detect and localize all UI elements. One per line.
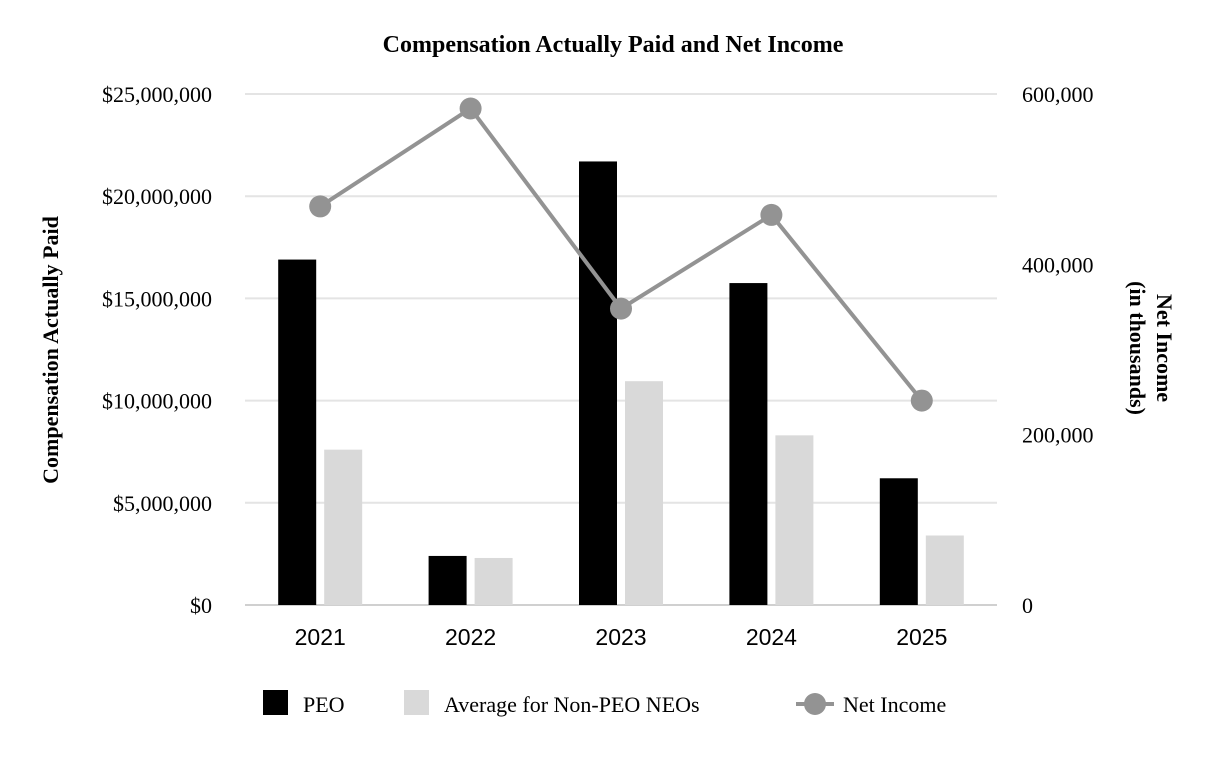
category-label: 2025 [896,624,947,650]
net-income-point-2023 [610,297,632,320]
left-tick-label: $10,000,000 [102,389,212,414]
right-tick-label: 600,000 [1022,82,1094,107]
bar-peo-2021 [278,259,317,605]
net-income-point-2024 [760,203,783,226]
chart-title: Compensation Actually Paid and Net Incom… [383,32,844,58]
right-axis-label-line2: (in thousands) [1125,281,1150,415]
left-tick-label: $5,000,000 [113,491,212,516]
net-income-point-2022 [459,97,482,120]
category-label: 2022 [445,624,496,650]
legend-label-non-peo-neos: Average for Non-PEO NEOs [444,692,700,717]
bar-peo-2022 [428,555,467,605]
legend-swatch-non-peo-neos [404,690,429,715]
left-axis-label: Compensation Actually Paid [38,216,63,484]
right-axis-label-line1: Net Income [1152,294,1177,402]
category-label: 2024 [746,624,797,650]
bar-non-peo-neos-2023 [625,381,663,605]
gridlines [245,93,997,606]
left-axis-ticks: $0 $5,000,000 $10,000,000 $15,000,000 $20,00… [102,82,212,618]
bar-non-peo-neos-2025 [925,535,964,605]
left-tick-label: $25,000,000 [102,82,212,107]
legend-swatch-peo [263,690,288,715]
right-tick-label: 400,000 [1022,252,1094,277]
left-tick-label: $0 [190,593,212,618]
bar-non-peo-neos-2021 [324,449,363,605]
net-income-series-line [319,106,924,402]
bars [278,161,964,605]
legend-label-peo: PEO [303,692,345,717]
net-income-line [309,97,933,412]
bar-non-peo-neos-2022 [474,557,513,605]
bar-peo-2025 [879,478,918,605]
legend: PEO Average for Non-PEO NEOs Net Income [263,690,946,717]
net-income-point-2021 [309,195,332,218]
bar-non-peo-neos-2024 [775,435,814,605]
bar-peo-2023 [579,161,617,605]
category-labels: 2021 2022 2023 2024 2025 [295,624,948,650]
left-tick-label: $20,000,000 [102,184,212,209]
legend-marker-net-income [804,693,826,715]
right-tick-label: 0 [1022,593,1033,618]
net-income-point-2025 [910,389,933,412]
legend-label-net-income: Net Income [843,692,946,717]
right-axis-label: Net Income (in thousands) [1125,281,1177,415]
category-label: 2021 [295,624,346,650]
left-tick-label: $15,000,000 [102,286,212,311]
category-label: 2023 [595,624,646,650]
right-axis-ticks: 0 200,000 400,000 600,000 [1022,82,1094,618]
bar-peo-2024 [729,283,768,605]
right-tick-label: 200,000 [1022,423,1094,448]
